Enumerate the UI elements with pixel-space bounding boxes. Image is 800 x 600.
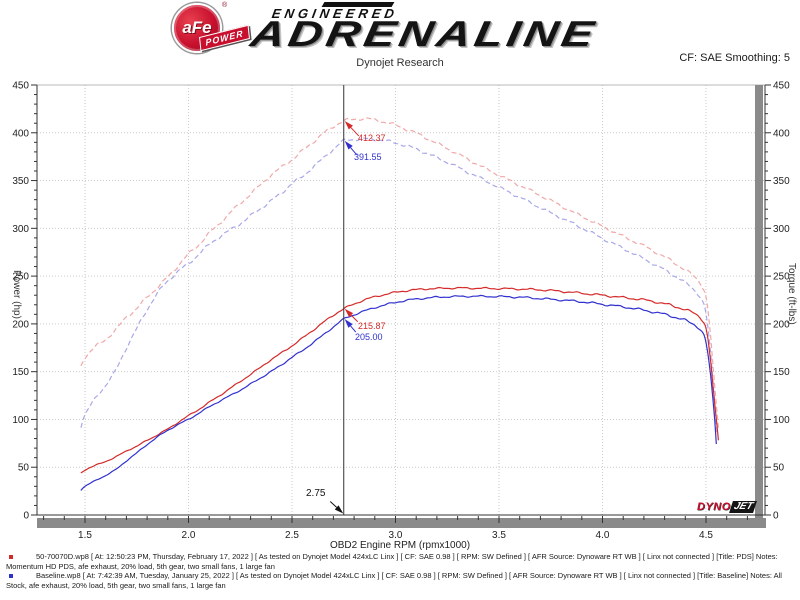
- dynojet-watermark: DYNO JET: [697, 500, 758, 513]
- svg-text:3.5: 3.5: [492, 530, 506, 541]
- svg-text:3.0: 3.0: [389, 530, 403, 541]
- axes: [31, 85, 766, 516]
- afe-logo-badge: aFe: [172, 3, 222, 53]
- vertical-scrollbar[interactable]: [755, 85, 763, 518]
- tick-labels: 0 0 50 50 100 100 150 150 200 200 250 250 300 300 350 3…: [12, 81, 790, 542]
- svg-text:250: 250: [773, 272, 790, 283]
- afe-logo-text: aFe: [182, 18, 212, 37]
- curve-run2_torque: [80, 137, 717, 434]
- dynojet-watermark-dyno: DYNO: [697, 500, 731, 513]
- left-axis-title: Power (hp): [11, 270, 22, 319]
- registered-trademark: ®: [222, 2, 228, 9]
- header: aFe ® POWER ENGINEERED ADRENALINE Dynoje…: [0, 0, 800, 80]
- svg-text:150: 150: [773, 367, 790, 378]
- svg-text:50: 50: [18, 463, 30, 474]
- cursor-readout-torque-pds: 412.37: [358, 133, 386, 143]
- svg-text:50: 50: [773, 463, 785, 474]
- run-legend-item-pds: 50-70070D.wp8 [ At: 12:50:23 PM, Thursda…: [0, 552, 800, 571]
- svg-text:2.5: 2.5: [285, 530, 299, 541]
- run-description-pds: 50-70070D.wp8 [ At: 12:50:23 PM, Thursda…: [6, 552, 778, 571]
- smoothing-setting: CF: SAE Smoothing: 5: [679, 52, 790, 64]
- svg-text:2.0: 2.0: [182, 530, 196, 541]
- callout-arrow: [344, 140, 358, 156]
- right-axis-title: Torque (ft-lbs): [786, 263, 797, 325]
- tick-marks: [31, 84, 771, 523]
- run-description-baseline: Baseline.wp8 [ At: 7:42:39 AM, Tuesday, …: [6, 571, 782, 590]
- svg-text:4.0: 4.0: [596, 530, 610, 541]
- curve-run1_torque: [80, 117, 719, 429]
- gridlines: [37, 84, 765, 515]
- cursor-readout-power-pds: 215.87: [358, 321, 386, 331]
- run-bullet-pds: [9, 555, 13, 559]
- svg-text:200: 200: [12, 319, 29, 330]
- svg-text:0: 0: [773, 511, 779, 522]
- chart-subtitle: Dynojet Research: [356, 57, 444, 69]
- svg-text:1.5: 1.5: [78, 530, 92, 541]
- run-bullet-baseline: [9, 574, 13, 578]
- cursor-rpm-label: 2.75: [306, 488, 326, 499]
- dynojet-watermark-jet: JET: [728, 500, 758, 513]
- cursor-readout-torque-baseline: 391.55: [354, 152, 382, 162]
- curve-run1_power: [80, 286, 719, 474]
- svg-text:450: 450: [773, 81, 790, 92]
- callout-arrow: [344, 308, 359, 323]
- svg-text:100: 100: [12, 415, 29, 426]
- svg-text:0: 0: [23, 511, 29, 522]
- horizontal-scrollbar[interactable]: [37, 518, 766, 528]
- curve-run2_power: [80, 294, 717, 491]
- cursor-readout-power-baseline: 205.00: [355, 332, 383, 342]
- svg-text:450: 450: [12, 81, 29, 92]
- svg-text:4.5: 4.5: [699, 530, 713, 541]
- svg-text:300: 300: [12, 224, 29, 235]
- svg-text:200: 200: [773, 319, 790, 330]
- svg-text:300: 300: [773, 224, 790, 235]
- svg-text:400: 400: [12, 128, 29, 139]
- callout-arrow: [344, 319, 357, 333]
- run-legend: 50-70070D.wp8 [ At: 12:50:23 PM, Thursda…: [0, 552, 800, 590]
- callout-arrow: [329, 501, 344, 514]
- svg-text:350: 350: [773, 176, 790, 187]
- callout-arrow: [344, 120, 360, 137]
- svg-text:350: 350: [12, 176, 29, 187]
- svg-text:250: 250: [12, 272, 29, 283]
- svg-text:400: 400: [773, 128, 790, 139]
- svg-text:150: 150: [12, 367, 29, 378]
- x-axis-title: OBD2 Engine RPM (rpmx1000): [329, 540, 471, 551]
- run-legend-item-baseline: Baseline.wp8 [ At: 7:42:39 AM, Tuesday, …: [0, 571, 800, 590]
- svg-text:100: 100: [773, 415, 790, 426]
